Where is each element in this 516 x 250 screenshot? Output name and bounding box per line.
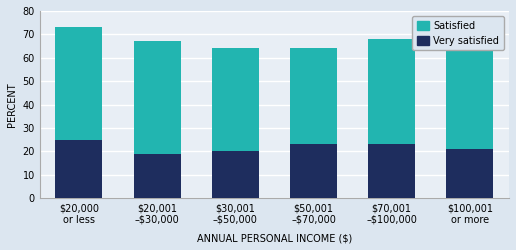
Bar [212, 48, 259, 152]
Bar [212, 152, 259, 198]
Bar [290, 144, 337, 198]
Bar [55, 27, 102, 140]
Legend: Satisfied, Very satisfied: Satisfied, Very satisfied [412, 16, 504, 50]
Bar [446, 149, 493, 198]
Bar [446, 51, 493, 149]
Bar [134, 154, 181, 198]
Y-axis label: PERCENT: PERCENT [7, 82, 17, 127]
Bar [134, 42, 181, 154]
Bar [368, 39, 415, 144]
Bar [290, 48, 337, 144]
Bar [55, 140, 102, 198]
X-axis label: ANNUAL PERSONAL INCOME ($): ANNUAL PERSONAL INCOME ($) [197, 233, 352, 243]
Bar [368, 144, 415, 198]
